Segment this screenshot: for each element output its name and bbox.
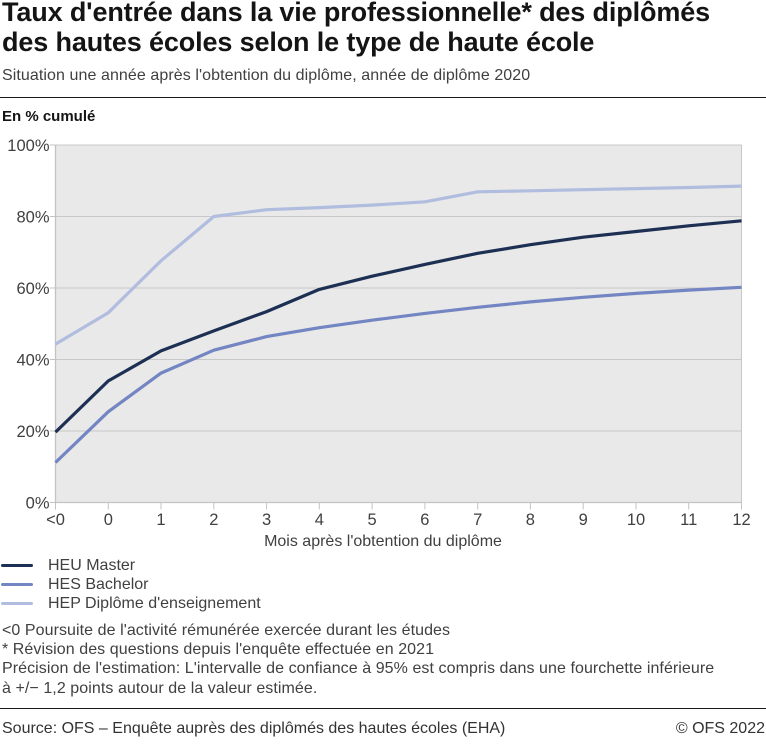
svg-text:0%: 0% bbox=[26, 495, 50, 513]
svg-text:12: 12 bbox=[732, 511, 750, 529]
svg-text:60%: 60% bbox=[16, 280, 49, 298]
svg-text:1: 1 bbox=[156, 511, 165, 529]
svg-text:9: 9 bbox=[579, 511, 588, 529]
svg-text:Mois après l'obtention du dipl: Mois après l'obtention du diplôme bbox=[264, 533, 502, 550]
svg-text:3: 3 bbox=[262, 511, 271, 529]
svg-text:5: 5 bbox=[368, 511, 377, 529]
svg-text:10: 10 bbox=[627, 511, 645, 529]
svg-text:8: 8 bbox=[526, 511, 535, 529]
svg-text:0: 0 bbox=[104, 511, 113, 529]
svg-text:7: 7 bbox=[473, 511, 482, 529]
svg-text:80%: 80% bbox=[16, 209, 49, 227]
svg-text:11: 11 bbox=[680, 511, 697, 529]
svg-text:4: 4 bbox=[315, 511, 324, 529]
svg-text:6: 6 bbox=[420, 511, 429, 529]
svg-text:2: 2 bbox=[209, 511, 218, 529]
svg-text:<0: <0 bbox=[46, 511, 65, 529]
svg-text:40%: 40% bbox=[16, 352, 49, 370]
svg-text:100%: 100% bbox=[7, 137, 50, 155]
svg-text:20%: 20% bbox=[16, 423, 49, 441]
